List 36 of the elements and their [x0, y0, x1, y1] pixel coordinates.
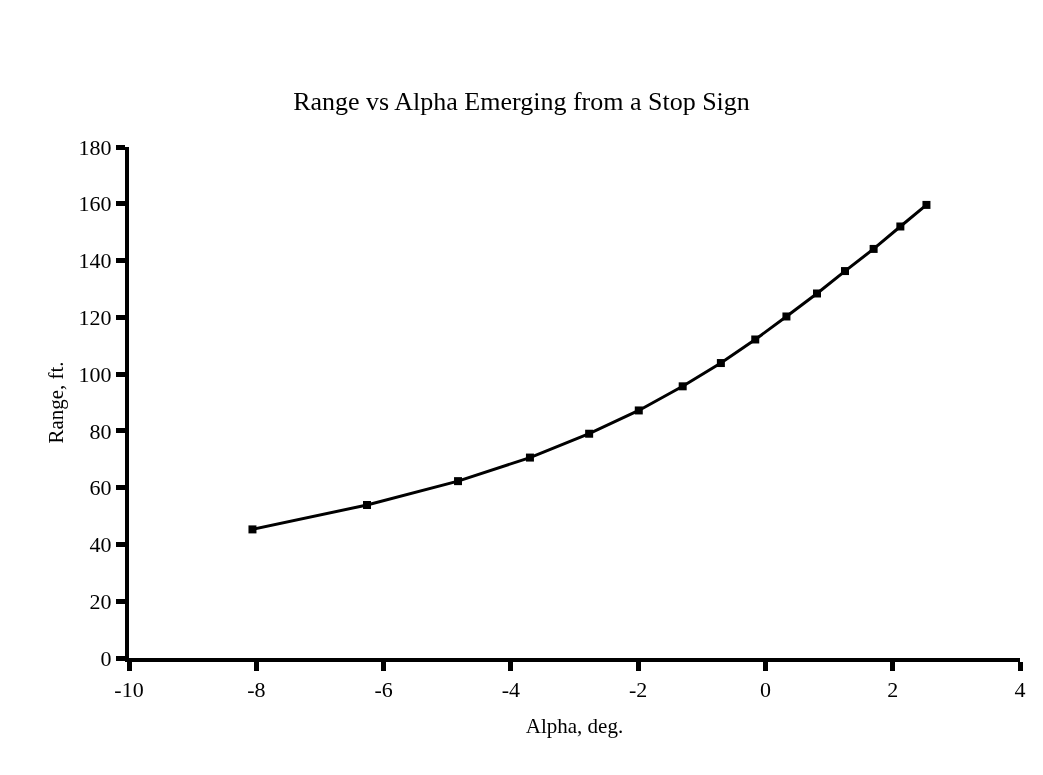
y-tick-label: 140 — [78, 248, 112, 274]
point — [454, 477, 463, 486]
y-tick-label: 20 — [89, 588, 112, 614]
point — [248, 525, 257, 534]
y-tick-label: 160 — [78, 191, 112, 217]
y-tick-label: 40 — [89, 532, 112, 558]
y-tick-label: 180 — [78, 134, 112, 160]
x-tick-label: -10 — [114, 677, 144, 703]
x-tick-label: -8 — [247, 677, 266, 703]
y-tick-label: 60 — [89, 475, 112, 501]
y-tick-label: 80 — [89, 418, 112, 444]
x-tick-label: -4 — [501, 677, 521, 703]
y-axis-title: Range, ft. — [44, 361, 69, 444]
x-tick-label: 2 — [887, 677, 899, 703]
x-tick-label: 0 — [759, 677, 771, 703]
point — [678, 382, 687, 391]
y-tick-label: 100 — [78, 361, 112, 387]
point — [585, 429, 594, 438]
point — [782, 312, 791, 321]
chart-title: Range vs Alpha Emerging from a Stop Sign — [293, 86, 750, 116]
point — [840, 267, 849, 276]
point — [751, 335, 760, 344]
point — [634, 406, 643, 415]
x-axis-title: Alpha, deg. — [525, 714, 624, 739]
x-tick-label: -2 — [628, 677, 648, 703]
y-tick-label: 0 — [100, 645, 112, 671]
point — [363, 500, 372, 509]
point — [525, 453, 534, 462]
point — [812, 289, 821, 298]
point — [922, 200, 931, 209]
point — [896, 222, 905, 231]
y-tick-label: 120 — [78, 305, 112, 331]
x-tick-label: -6 — [374, 677, 393, 703]
x-tick-label: 4 — [1014, 677, 1026, 703]
point — [716, 359, 725, 368]
point — [869, 244, 878, 253]
